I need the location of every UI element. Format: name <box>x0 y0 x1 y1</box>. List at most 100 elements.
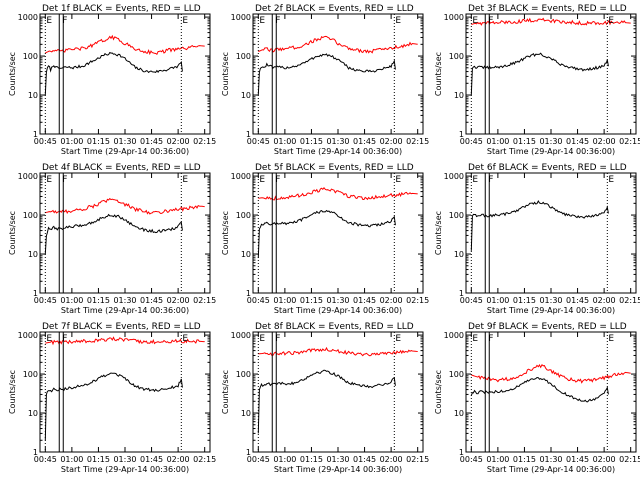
chart-title: Det 2f BLACK = Events, RED = LLD <box>255 4 414 14</box>
x-tick-label: 01:30 <box>113 455 136 464</box>
x-tick-label: 01:15 <box>513 137 536 146</box>
lld-series-line <box>471 364 631 384</box>
lld-series-line <box>45 197 205 215</box>
marker-label: E <box>46 175 52 185</box>
y-tick-label: 10 <box>241 91 251 100</box>
x-tick-label: 02:00 <box>167 296 190 305</box>
x-tick-label: 01:45 <box>566 455 589 464</box>
x-axis-label: Start Time (29-Apr-14 00:36:00) <box>487 147 615 156</box>
y-tick-label: 100 <box>23 370 38 379</box>
x-tick-label: 02:00 <box>380 455 403 464</box>
x-tick-label: 02:15 <box>406 455 429 464</box>
y-tick-label: 100 <box>23 52 38 61</box>
x-axis-label: Start Time (29-Apr-14 00:36:00) <box>274 306 402 315</box>
x-tick-label: 02:15 <box>193 455 216 464</box>
chart-title: Det 6f BLACK = Events, RED = LLD <box>468 163 627 173</box>
lld-series-line <box>45 34 205 56</box>
x-tick-label: 00:45 <box>247 455 270 464</box>
events-series-line <box>257 53 396 96</box>
y-tick-label: 1 <box>33 448 38 457</box>
y-tick-label: 100 <box>236 52 251 61</box>
lld-series-line <box>258 346 418 357</box>
marker-label: F <box>62 334 67 344</box>
x-tick-label: 00:45 <box>460 296 483 305</box>
y-tick-label: 1 <box>246 289 251 298</box>
events-series-line <box>470 376 609 403</box>
x-tick-label: 02:15 <box>619 137 640 146</box>
x-tick-label: 00:45 <box>34 296 57 305</box>
marker-label: F <box>62 16 67 26</box>
y-tick-label: 1000 <box>444 331 464 340</box>
marker-label: E <box>608 16 614 26</box>
y-tick-label: 100 <box>236 211 251 220</box>
x-tick-label: 02:15 <box>619 455 640 464</box>
marker-label: F <box>275 16 280 26</box>
x-tick-label: 01:45 <box>140 455 163 464</box>
plot-frame <box>465 172 637 294</box>
y-tick-label: 10 <box>241 409 251 418</box>
y-tick-label: 1000 <box>231 13 251 22</box>
x-tick-label: 02:00 <box>593 296 616 305</box>
x-tick-label: 01:30 <box>539 296 562 305</box>
x-tick-label: 00:45 <box>34 455 57 464</box>
x-tick-label: 00:45 <box>34 137 57 146</box>
y-tick-label: 1000 <box>18 331 38 340</box>
marker-label: E <box>259 334 265 344</box>
x-axis-label: Start Time (29-Apr-14 00:36:00) <box>487 306 615 315</box>
x-tick-label: 02:00 <box>167 137 190 146</box>
marker-label: F <box>275 334 280 344</box>
plot-frame <box>39 13 211 135</box>
marker-label: E <box>259 175 265 185</box>
chart-title: Det 4f BLACK = Events, RED = LLD <box>42 163 201 173</box>
y-tick-label: 1 <box>459 289 464 298</box>
x-tick-label: 01:00 <box>486 455 509 464</box>
x-tick-label: 01:15 <box>300 455 323 464</box>
events-series-line <box>470 52 609 96</box>
y-tick-label: 10 <box>28 91 38 100</box>
events-series-line <box>44 213 183 255</box>
marker-label: E <box>46 334 52 344</box>
marker-label: E <box>472 16 478 26</box>
x-tick-label: 01:00 <box>60 296 83 305</box>
y-tick-label: 100 <box>449 211 464 220</box>
events-series-line <box>257 369 396 434</box>
y-axis-label: Counts/sec <box>8 370 17 414</box>
x-tick-label: 01:00 <box>486 296 509 305</box>
x-tick-label: 01:15 <box>300 296 323 305</box>
y-tick-label: 10 <box>28 409 38 418</box>
x-tick-label: 01:30 <box>113 296 136 305</box>
x-tick-label: 01:15 <box>87 455 110 464</box>
x-tick-label: 01:45 <box>140 137 163 146</box>
x-tick-label: 01:45 <box>353 455 376 464</box>
marker-label: E <box>259 16 265 26</box>
x-tick-label: 01:15 <box>300 137 323 146</box>
x-tick-label: 00:45 <box>460 137 483 146</box>
marker-label: E <box>182 175 188 185</box>
marker-label: E <box>182 334 188 344</box>
y-tick-label: 1000 <box>231 172 251 181</box>
marker-label: E <box>472 175 478 185</box>
x-tick-label: 01:30 <box>326 296 349 305</box>
plot-frame <box>465 13 637 135</box>
events-series-line <box>470 199 609 251</box>
y-tick-label: 10 <box>454 91 464 100</box>
marker-label: F <box>488 334 493 344</box>
events-series-line <box>44 372 183 441</box>
y-axis-label: Counts/sec <box>8 52 17 96</box>
lld-series-line <box>471 17 631 26</box>
x-tick-label: 02:15 <box>193 137 216 146</box>
y-tick-label: 1000 <box>18 13 38 22</box>
x-axis-label: Start Time (29-Apr-14 00:36:00) <box>274 465 402 474</box>
x-tick-label: 01:45 <box>140 296 163 305</box>
y-tick-label: 10 <box>454 250 464 259</box>
x-tick-label: 01:15 <box>87 137 110 146</box>
marker-label: E <box>395 16 401 26</box>
x-tick-label: 01:00 <box>486 137 509 146</box>
x-tick-label: 01:00 <box>60 137 83 146</box>
marker-label: F <box>488 16 493 26</box>
